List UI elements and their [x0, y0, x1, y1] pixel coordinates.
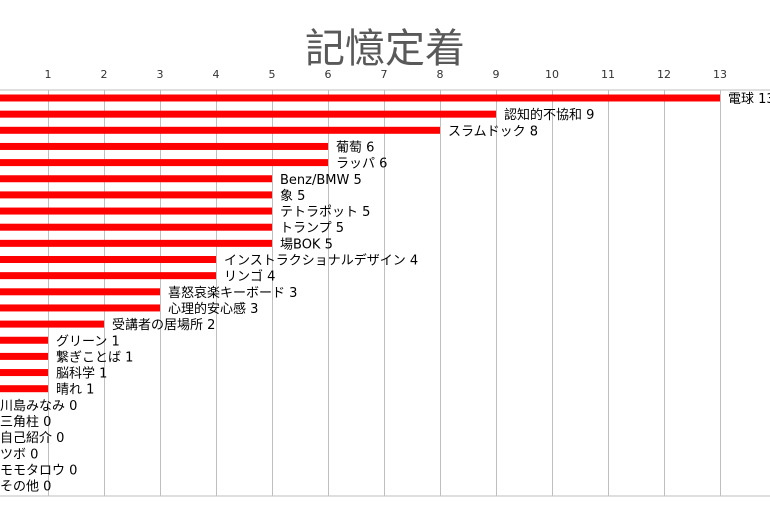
x-tick-label: 5 [269, 68, 276, 81]
bar [0, 256, 216, 263]
data-label: 繋ぎことば 1 [56, 349, 133, 365]
x-tick-label: 4 [213, 68, 220, 81]
bar [0, 288, 160, 296]
data-label: スラムドック 8 [448, 124, 538, 139]
bar [0, 110, 496, 118]
bar [0, 336, 48, 344]
bar [0, 126, 440, 134]
x-tick-label: 3 [157, 68, 164, 81]
bars [0, 94, 720, 393]
bar [0, 320, 104, 328]
data-label: 葡萄 6 [336, 140, 374, 155]
bar [0, 175, 272, 183]
x-tick-label: 7 [381, 68, 388, 81]
data-label: ラッパ 6 [336, 157, 387, 172]
x-axis-ticks: 1 2 3 4 5 6 7 8 9 10 11 12 13 [45, 68, 728, 81]
data-label: グリーン 1 [56, 334, 120, 349]
data-label: 自己紹介 0 [0, 431, 64, 446]
x-tick-label: 12 [657, 68, 671, 81]
data-label: 場BOK 5 [280, 237, 333, 252]
bar [0, 207, 272, 215]
data-label: Benz/BMW 5 [280, 173, 362, 188]
x-tick-label: 1 [45, 68, 52, 81]
data-label: 電球 13 [728, 92, 770, 107]
data-label: テトラポット 5 [280, 205, 370, 220]
data-label: トランプ 5 [280, 221, 344, 236]
data-label: 心理的安心感 3 [168, 301, 258, 317]
bar [0, 352, 48, 360]
bar [0, 191, 272, 199]
bar [0, 369, 48, 377]
data-label: モモタロウ 0 [0, 463, 77, 478]
bar [0, 239, 272, 247]
data-label: リンゴ 4 [224, 269, 275, 285]
x-tick-label: 2 [101, 68, 108, 81]
x-tick-label: 9 [493, 68, 500, 81]
data-label: 象 5 [280, 189, 305, 204]
data-label: その他 0 [0, 480, 51, 495]
data-label: 認知的不協和 9 [504, 107, 594, 123]
data-label: 川島みなみ 0 [0, 399, 77, 414]
gridlines [0, 89, 770, 497]
data-label: 晴れ 1 [56, 383, 94, 398]
bar [0, 304, 160, 312]
bar [0, 223, 272, 231]
x-tick-label: 8 [437, 68, 444, 81]
chart-title: 記憶定着 [305, 26, 465, 72]
data-label: 三角柱 0 [0, 415, 51, 430]
x-tick-label: 6 [325, 68, 332, 81]
bar [0, 159, 328, 167]
bar [0, 142, 328, 150]
data-label: ツボ 0 [0, 447, 38, 462]
x-tick-label: 11 [601, 68, 615, 81]
data-label: 喜怒哀楽キーボード 3 [168, 285, 297, 301]
bar [0, 94, 720, 102]
x-tick-label: 13 [713, 68, 727, 81]
bar [0, 385, 48, 393]
data-label: 受講者の居場所 2 [112, 317, 215, 333]
x-tick-label: 10 [545, 68, 559, 81]
data-label: インストラクショナルデザイン 4 [224, 253, 418, 269]
data-label: 脳科学 1 [56, 366, 107, 382]
bar [0, 272, 216, 280]
